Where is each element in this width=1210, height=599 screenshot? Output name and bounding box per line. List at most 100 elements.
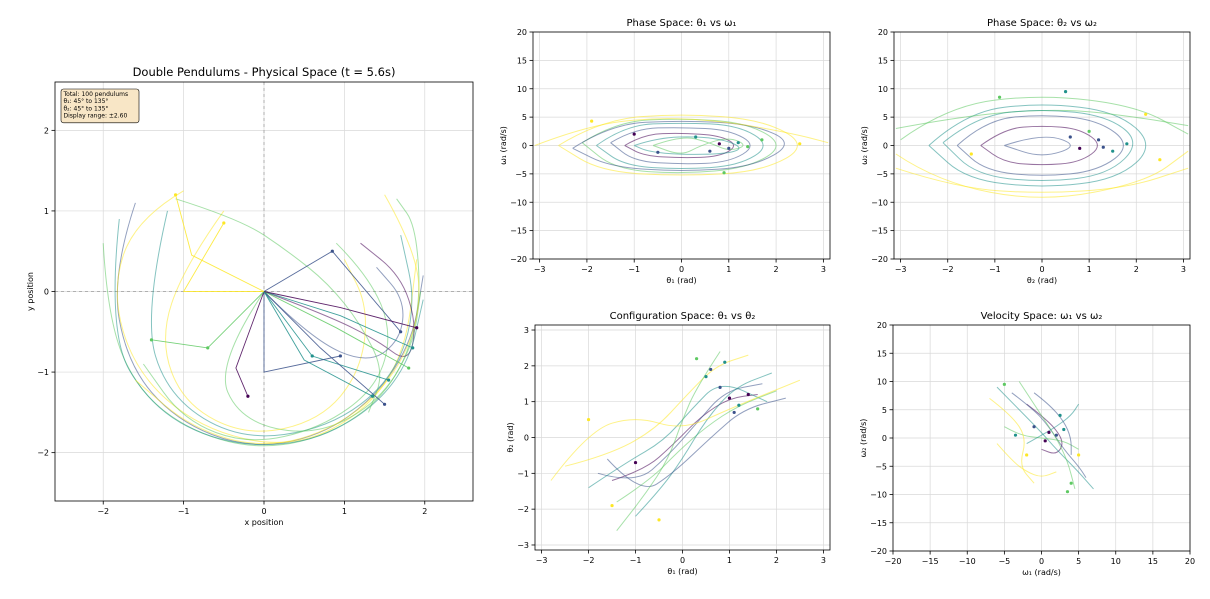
data-point bbox=[997, 95, 1002, 99]
data-point bbox=[969, 152, 973, 156]
series-orbit-9 bbox=[633, 136, 740, 155]
y-tick-label: 3 bbox=[524, 326, 529, 335]
x-tick-label: −20 bbox=[885, 557, 902, 566]
y-tick-label: −20 bbox=[871, 255, 888, 264]
y-tick-label: 10 bbox=[878, 85, 888, 94]
config-chart: −3 −2 −1 0 1 2 3 −3 −2 −1 0 1 2 3 Configuration Space:… bbox=[506, 311, 831, 576]
y-tick-label: −10 bbox=[510, 198, 527, 207]
x-tick-label: 1 bbox=[727, 556, 732, 565]
data-point bbox=[1125, 142, 1129, 146]
data-point bbox=[149, 338, 154, 342]
data-point bbox=[717, 142, 721, 146]
velocity-chart: −20 −15 −10 −5 0 5 10 15 20 −20 −15 −10 −5 0 5 10 15 20 Ve… bbox=[859, 311, 1195, 577]
series-orbit-5 bbox=[895, 150, 1189, 198]
x-tick-label: 0 bbox=[679, 265, 684, 274]
series-arm-8 bbox=[175, 194, 265, 292]
series-path-4 bbox=[616, 390, 777, 503]
x-tick-label: −2 bbox=[942, 265, 954, 274]
series-group bbox=[895, 89, 1189, 198]
info-box-line: Total: 100 pendulums bbox=[63, 91, 129, 98]
x-tick-label: −2 bbox=[97, 507, 109, 516]
y-tick-label: 2 bbox=[524, 362, 529, 371]
data-point bbox=[718, 385, 722, 389]
data-point bbox=[370, 394, 375, 398]
series-orbit-8 bbox=[534, 118, 829, 146]
data-point bbox=[415, 326, 419, 330]
series-path-5 bbox=[564, 354, 749, 467]
series-path-5 bbox=[989, 398, 1035, 484]
data-point bbox=[1025, 453, 1029, 457]
series-path-6 bbox=[635, 372, 772, 517]
y-axis-label: y position bbox=[26, 272, 35, 311]
x-tick-label: 2 bbox=[774, 265, 779, 274]
y-tick-label: −3 bbox=[517, 541, 529, 550]
series-orbit-3 bbox=[596, 122, 764, 169]
physical-chart: −2 −1 0 1 2 −2 −1 0 1 2 Double Pendulums - Physica… bbox=[26, 65, 474, 527]
x-tick-label: −1 bbox=[630, 556, 642, 565]
series-orbit-5 bbox=[558, 114, 798, 176]
data-point bbox=[1078, 146, 1082, 150]
data-point bbox=[1065, 490, 1070, 494]
x-tick-label: −1 bbox=[989, 265, 1001, 274]
series-path-1 bbox=[1026, 403, 1063, 454]
data-point bbox=[756, 407, 760, 411]
data-point bbox=[586, 417, 591, 422]
y-tick-label: 10 bbox=[877, 378, 887, 387]
data-point bbox=[736, 141, 740, 145]
series-path-9 bbox=[616, 351, 721, 532]
series-path-2 bbox=[597, 383, 763, 479]
y-tick-label: −1 bbox=[37, 368, 49, 377]
data-point bbox=[632, 132, 636, 136]
x-tick-label: 15 bbox=[1148, 557, 1158, 566]
x-tick-label: −1 bbox=[178, 507, 190, 516]
data-point bbox=[727, 396, 732, 400]
series-group bbox=[534, 114, 829, 176]
data-point bbox=[1111, 149, 1115, 153]
y-tick-label: 0 bbox=[522, 142, 527, 151]
series-orbit-1 bbox=[624, 132, 735, 159]
x-tick-label: 0 bbox=[680, 556, 685, 565]
data-point bbox=[1062, 427, 1066, 432]
data-point bbox=[1054, 433, 1058, 437]
data-point bbox=[382, 402, 387, 406]
series-orbit-2 bbox=[956, 115, 1124, 176]
data-point bbox=[173, 193, 178, 197]
y-tick-label: 2 bbox=[44, 126, 49, 135]
data-point bbox=[1096, 138, 1101, 142]
series-trail-10 bbox=[135, 194, 420, 445]
data-point bbox=[1158, 158, 1162, 162]
y-axis-label: ω₂ (rad/s) bbox=[859, 419, 868, 458]
y-axis-label: θ₂ (rad) bbox=[506, 422, 515, 452]
x-tick-label: −3 bbox=[536, 556, 548, 565]
data-point bbox=[732, 410, 736, 415]
data-point bbox=[694, 135, 698, 139]
data-point bbox=[704, 374, 708, 379]
chart-title: Phase Space: θ₂ vs ω₂ bbox=[987, 18, 1097, 29]
x-tick-label: −3 bbox=[895, 265, 907, 274]
data-point bbox=[708, 149, 712, 153]
x-tick-label: 1 bbox=[726, 265, 731, 274]
data-point bbox=[737, 403, 741, 407]
series-path-9 bbox=[1033, 392, 1072, 455]
data-point bbox=[709, 367, 713, 372]
data-point bbox=[633, 460, 638, 465]
x-tick-label: −2 bbox=[581, 265, 593, 274]
data-point bbox=[310, 354, 314, 358]
info-box-line: Display range: ±2.60 bbox=[64, 113, 128, 120]
data-point bbox=[1144, 112, 1148, 116]
series-arm-6 bbox=[263, 291, 341, 373]
series-trail-12 bbox=[175, 198, 381, 413]
series-orbit-7 bbox=[572, 120, 785, 171]
data-point bbox=[727, 146, 731, 150]
series-orbit-4 bbox=[581, 118, 777, 174]
x-tick-label: −10 bbox=[959, 557, 976, 566]
data-point bbox=[694, 357, 699, 361]
data-point bbox=[407, 366, 411, 370]
series-group bbox=[102, 190, 424, 447]
data-point bbox=[399, 330, 403, 334]
y-tick-label: 20 bbox=[878, 28, 888, 37]
y-tick-label: 0 bbox=[44, 288, 49, 297]
data-point bbox=[656, 150, 660, 154]
series-arm-3 bbox=[235, 291, 265, 397]
